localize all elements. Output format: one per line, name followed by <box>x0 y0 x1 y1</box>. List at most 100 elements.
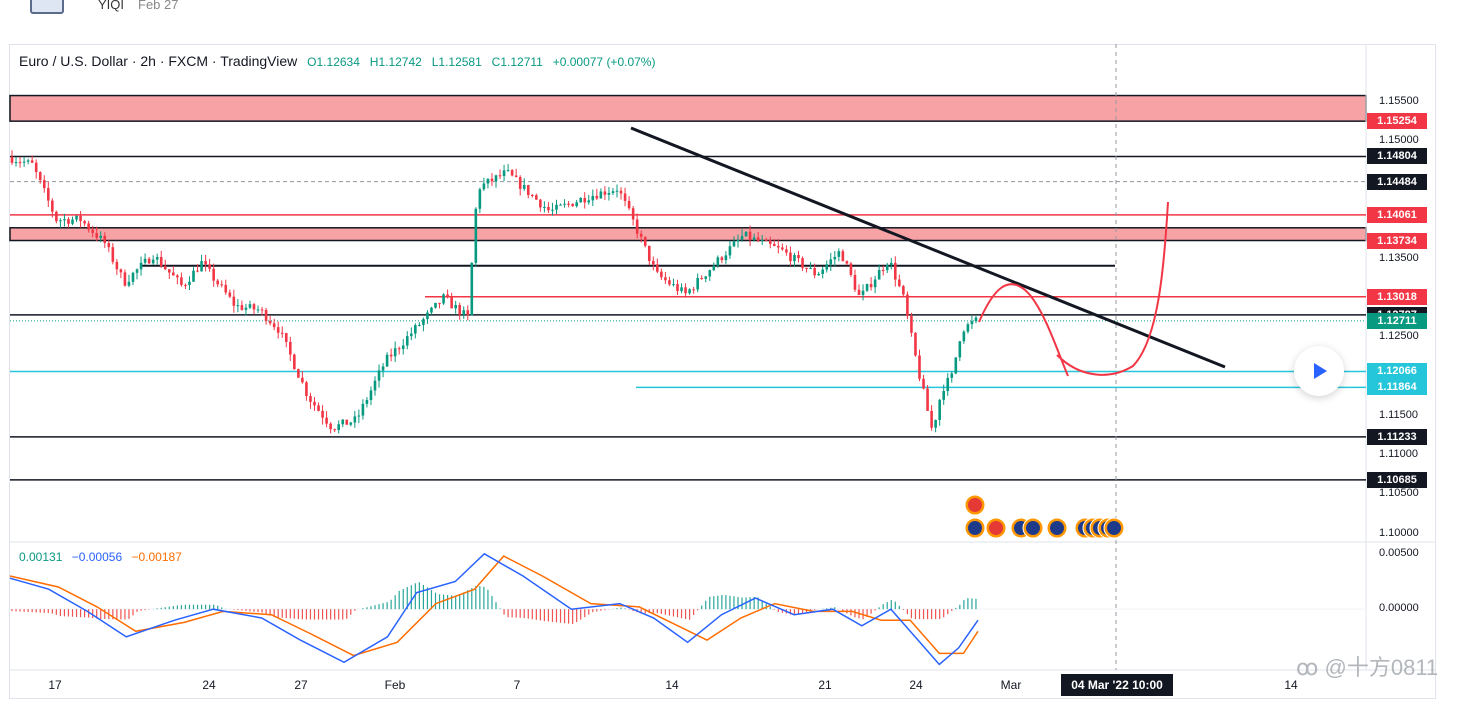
candle-body <box>450 297 453 309</box>
candle-body <box>446 294 449 298</box>
price-tick-label: 1.15000 <box>1379 134 1419 147</box>
candle-body <box>950 373 954 378</box>
candle-body <box>284 333 288 342</box>
candle-body <box>736 239 740 242</box>
candle-body <box>490 178 494 182</box>
candle-body <box>656 264 659 272</box>
candle-body <box>434 302 437 308</box>
macd-pane <box>9 552 1366 666</box>
price-label-111233: 1.11233 <box>1367 428 1427 445</box>
candle-body <box>256 309 260 311</box>
signal-value: −0.00056 <box>71 550 123 564</box>
candle-body <box>337 424 340 431</box>
candle-body <box>559 204 562 206</box>
ohlc-low: L1.12581 <box>431 55 482 69</box>
candle-body <box>289 341 292 355</box>
symbol-title[interactable]: Euro / U.S. Dollar · 2h · FXCM · Trading… <box>19 53 298 69</box>
candle-body <box>301 377 304 383</box>
author-logo[interactable] <box>30 0 64 14</box>
candle-body <box>506 170 510 172</box>
candle-body <box>454 305 457 309</box>
candle-body <box>777 245 780 248</box>
price-label-113018: 1.13018 <box>1367 288 1427 305</box>
candle-body <box>260 309 264 311</box>
author-name[interactable]: YIQI <box>98 0 125 12</box>
candle-body <box>518 177 522 189</box>
candle-body <box>873 279 877 288</box>
candle-body <box>643 236 647 246</box>
candle-body <box>797 254 800 259</box>
candle-body <box>801 258 804 268</box>
candle-body <box>353 416 357 423</box>
time-tick-label: 24 <box>202 678 216 692</box>
price-label-111864: 1.11864 <box>1367 379 1427 396</box>
price-tick-label: 1.10000 <box>1379 526 1419 539</box>
candle-body <box>631 208 635 220</box>
candle-body <box>87 223 90 230</box>
candle-body <box>906 294 909 316</box>
candle-body <box>627 200 631 209</box>
candle-body <box>240 305 244 310</box>
time-tick-label: Mar <box>1000 678 1022 692</box>
candle-body <box>712 265 716 271</box>
candle-body <box>962 331 966 342</box>
candle-body <box>478 189 482 209</box>
candle-body <box>252 304 256 310</box>
candle-body <box>204 261 207 265</box>
macd-tick-label: 0.00000 <box>1379 602 1419 615</box>
chart-frame <box>9 44 1436 699</box>
candle-body <box>881 270 885 272</box>
candle-body <box>10 156 14 163</box>
candle-body <box>486 178 490 184</box>
candle-body <box>67 219 70 224</box>
flag-icon <box>1107 521 1121 535</box>
play-replay-button[interactable] <box>1294 346 1344 396</box>
candle-body <box>809 268 812 270</box>
candle-body <box>143 258 147 263</box>
candle-body <box>361 403 365 416</box>
top-strip: YIQI Feb 27 <box>0 0 1461 18</box>
candle-body <box>821 269 824 274</box>
candle-body <box>930 410 933 428</box>
candle-body <box>635 219 639 234</box>
candle-body <box>313 401 316 406</box>
ohlc-open: O1.12634 <box>307 55 360 69</box>
candle-body <box>276 327 280 333</box>
candle-body <box>393 348 397 357</box>
candle-body <box>151 259 155 264</box>
candle-body <box>535 195 538 200</box>
candle-body <box>42 180 46 189</box>
price-label-112066: 1.12066 <box>1367 363 1427 380</box>
economic-events <box>964 494 1125 539</box>
candle-body <box>385 354 389 367</box>
time-tick-label: 7 <box>513 678 521 692</box>
candle-body <box>619 190 623 194</box>
candle-body <box>462 310 466 315</box>
candle-body <box>317 405 320 411</box>
candle-body <box>531 194 534 196</box>
candle-body <box>817 273 820 276</box>
candle-body <box>373 380 377 391</box>
candle-body <box>898 279 901 287</box>
candle-body <box>676 284 679 292</box>
candle-body <box>688 289 691 294</box>
candle-body <box>833 256 837 260</box>
candle-body <box>232 296 236 306</box>
candle-body <box>401 345 405 349</box>
candle-body <box>748 231 752 240</box>
candle-body <box>789 252 792 262</box>
candle-body <box>603 191 607 195</box>
candle-body <box>474 208 478 263</box>
price-tick-label: 1.11500 <box>1379 408 1418 421</box>
candle-body <box>744 231 748 237</box>
candle-body <box>63 219 66 221</box>
horizontal-levels <box>10 44 1436 671</box>
candle-body <box>309 396 312 402</box>
candle-body <box>377 370 381 381</box>
candle-body <box>781 247 784 250</box>
candle-body <box>728 246 732 256</box>
candle-body <box>410 333 413 337</box>
candle-body <box>849 263 853 275</box>
price-label-112711: 1.12711 <box>1367 312 1427 329</box>
